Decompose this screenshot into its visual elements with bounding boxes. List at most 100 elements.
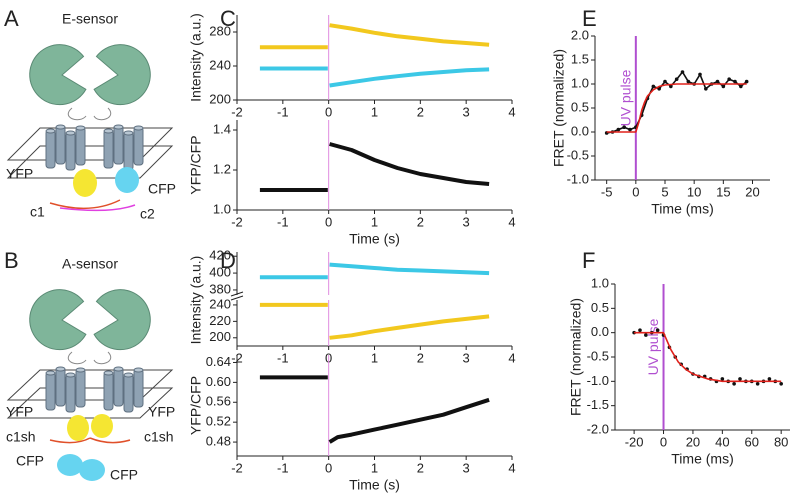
x-axis-label: Time (s) [349,477,400,493]
x-tick-label: 60 [745,434,759,449]
x-tick-label: -5 [601,184,613,199]
data-point [638,328,642,333]
schematic-title: E-sensor [62,11,118,27]
x-tick-label: 5 [661,184,668,199]
x-tick-label: -2 [231,214,243,229]
series-line [259,66,490,88]
y-tick-label: -0.5 [587,348,609,363]
schematic-label: YFP [148,404,175,420]
y-tick-label: 380 [209,281,231,296]
series-line [634,331,782,383]
y-tick-label: 280 [209,23,231,38]
data-point [698,72,702,77]
data-point [739,84,743,89]
schematic-label: c1sh [144,429,174,445]
data-point [674,77,679,81]
series-line [259,142,490,192]
data-point [644,333,648,337]
schematic-a: E-sensor YFP CFP c1 c2 [6,11,176,222]
x-tick-label: 4 [508,350,515,365]
data-point [727,77,731,81]
y-tick-label: 0.60 [206,374,231,389]
x-tick-label: 2 [417,460,424,475]
x-tick-label: 4 [508,214,515,229]
y-tick-label: 240 [209,296,231,311]
schematic-label: c1sh [6,429,36,445]
y-axis-label: YFP/CFP [188,135,204,194]
x-tick-label: 80 [774,434,788,449]
series-line [259,262,490,280]
y-tick-label: -0.5 [567,147,589,162]
panel-label: E [582,6,597,31]
y-tick-label: 200 [209,329,231,344]
data-point [657,87,661,91]
y-tick-label: -2.0 [587,421,609,436]
data-point [715,79,720,84]
y-tick-label: 0.56 [206,394,231,409]
schematic-title: A-sensor [62,256,118,272]
y-tick-label: 1.0 [591,275,609,290]
series-line [259,302,490,340]
x-tick-label: -1 [277,214,289,229]
y-tick-label: 420 [209,248,231,263]
series-line [259,375,490,444]
y-axis-label: FRET (normalized) [551,49,567,167]
schematic-label: YFP [6,404,33,420]
data-point [655,328,660,333]
panel-label: B [4,248,19,273]
x-tick-label: 1 [371,214,378,229]
x-tick-label: 1 [371,104,378,119]
data-point [744,79,749,84]
x-tick-label: -20 [625,434,644,449]
data-point [721,84,726,89]
x-axis-label: Time (ms) [651,201,713,217]
data-point [720,377,725,381]
y-tick-label: 0.0 [571,123,589,138]
schematic-label: CFP [148,181,176,197]
y-axis-label: Intensity (a.u.) [188,256,204,345]
data-point [651,84,656,89]
x-axis-label: Time (ms) [671,451,733,467]
x-tick-label: 2 [417,350,424,365]
schematic-label: CFP [110,467,138,483]
schematic-b: A-sensor YFP YFP c1sh c1sh CFP CFP [6,256,175,483]
data-point [733,79,737,84]
y-tick-label: 0.48 [206,434,231,449]
y-tick-label: -1.0 [567,171,589,186]
y-tick-label: 2.0 [571,27,589,42]
y-tick-label: 0.64 [206,354,231,369]
x-tick-label: 4 [508,104,515,119]
x-tick-label: 15 [716,184,730,199]
panel-label: C [220,6,236,31]
data-point [755,381,760,386]
y-tick-label: 1.0 [571,75,589,90]
x-tick-label: 4 [508,460,515,475]
x-tick-label: 1 [371,460,378,475]
x-tick-label: 3 [463,460,470,475]
x-tick-label: 0 [325,460,332,475]
schematic-label: c2 [140,206,155,222]
data-point [622,125,626,129]
y-tick-label: 0.52 [206,414,231,429]
x-tick-label: 3 [463,350,470,365]
y-axis-label: FRET (normalized) [568,298,584,416]
data-point [738,377,742,381]
data-point [704,87,708,91]
y-tick-label: 220 [209,313,231,328]
x-tick-label: -1 [277,350,289,365]
schematic-label: c1 [30,204,45,220]
data-point [616,127,621,132]
panel-label: D [220,248,236,273]
x-tick-label: 0 [325,214,332,229]
x-tick-label: 2 [417,214,424,229]
x-tick-label: 2 [417,104,424,119]
x-tick-label: 3 [463,214,470,229]
annotation: UV pulse [618,69,634,126]
x-tick-label: 10 [687,184,701,199]
data-point [686,79,691,84]
data-point [680,70,685,74]
panel-label: F [582,248,595,273]
y-tick-label: 0.5 [591,300,609,315]
